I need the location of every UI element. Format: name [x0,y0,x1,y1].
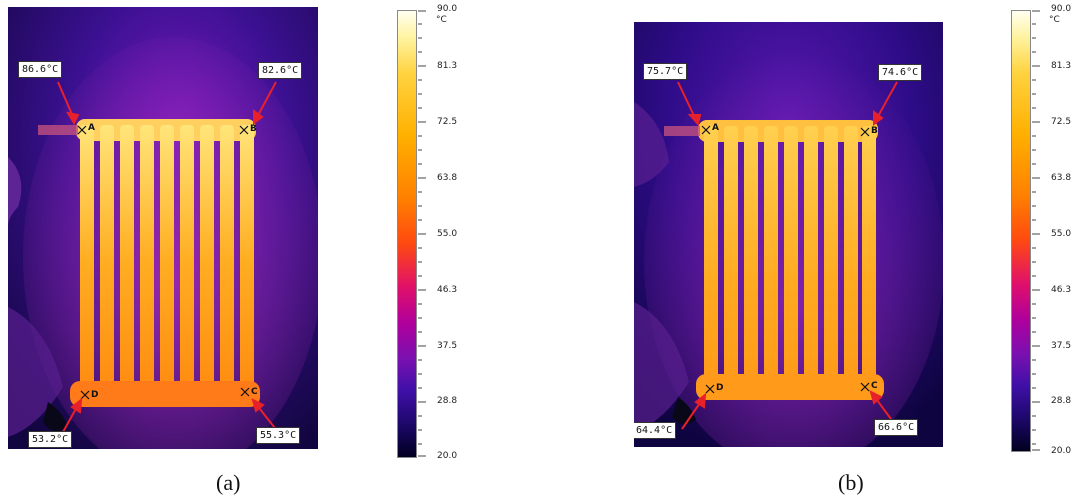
scale-tick-a-0: 81.3 [437,61,458,71]
scale-tick-a-4: 46.3 [437,285,458,295]
scale-tick-a-1: 72.5 [437,117,458,127]
temp-tag-b-A: 75.7°C [643,63,688,80]
scale-tick-b-4: 46.3 [1051,285,1072,295]
scale-unit-b: °C [1049,15,1060,25]
caption-b: (b) [838,470,864,495]
marker-label-b-C: C [871,381,878,391]
scale-min-b: 20.0 [1051,446,1072,456]
marker-label-a-B: B [250,124,257,134]
scale-tick-a-6: 28.8 [437,396,458,406]
scale-tick-b-3: 55.0 [1051,229,1072,239]
scale-tick-a-5: 37.5 [437,341,458,351]
scale-tick-b-1: 72.5 [1051,117,1072,127]
thermal-render-a [8,7,318,449]
marker-label-b-A: A [712,123,719,133]
scale-tick-b-2: 63.8 [1051,173,1072,183]
thermal-render-b [634,22,943,447]
temp-tag-b-B: 74.6°C [878,64,923,81]
scale-ticks-a [418,10,426,457]
caption-a: (a) [216,470,241,495]
scale-unit-a: °C [436,15,447,25]
scale-tick-b-0: 81.3 [1051,61,1072,71]
marker-label-a-A: A [88,123,95,133]
scale-max-a: 90.0 [437,4,458,14]
thermal-image-a: A B C D 86.6°C 82.6°C 55.3°C 53.2°C [8,7,318,449]
scale-tick-b-5: 37.5 [1051,341,1072,351]
scale-tick-a-3: 55.0 [437,229,458,239]
scale-ticks-b [1032,10,1040,451]
color-scale-bar-b [1011,10,1031,452]
scale-tick-b-6: 28.8 [1051,396,1072,406]
temp-tag-a-A: 86.6°C [18,61,63,78]
scale-max-b: 90.0 [1051,4,1072,14]
marker-label-a-C: C [251,387,258,397]
temp-tag-a-C: 55.3°C [256,427,301,444]
marker-label-b-D: D [716,383,724,393]
marker-label-b-B: B [871,126,878,136]
scale-tick-a-2: 63.8 [437,173,458,183]
temp-tag-a-D: 53.2°C [28,431,73,448]
marker-label-a-D: D [91,390,99,400]
temp-tag-b-D: 64.4°C [634,422,677,439]
color-scale-bar-a [397,10,417,458]
scale-min-a: 20.0 [437,451,458,461]
thermal-image-b: A B C D 75.7°C 74.6°C 66.6°C 64.4°C [634,22,943,447]
temp-tag-b-C: 66.6°C [874,419,919,436]
temp-tag-a-B: 82.6°C [258,62,303,79]
